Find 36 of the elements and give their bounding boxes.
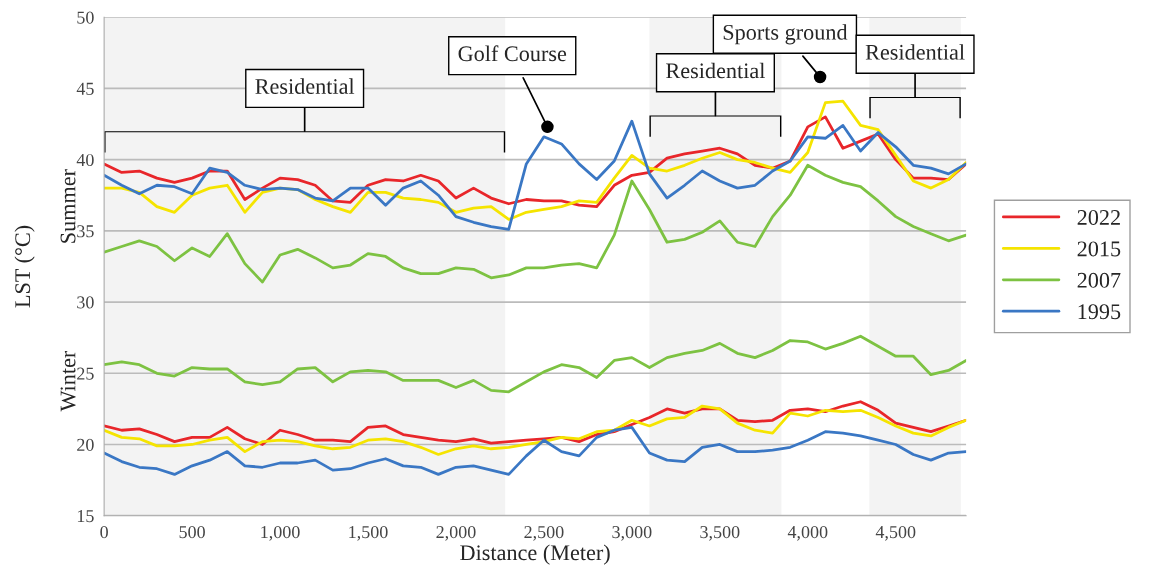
- y-tick-label: 50: [77, 11, 94, 24]
- x-tick-label: 4,500: [875, 525, 916, 541]
- x-tick-label: 3,500: [700, 525, 740, 541]
- x-tick-label: 2,500: [524, 525, 564, 541]
- x-tick-label: 1,500: [349, 525, 388, 541]
- text: Winter: [60, 350, 76, 412]
- line-series: [104, 163, 967, 284]
- x-axis-title: Distance (Meter): [460, 544, 610, 565]
- legend-label: 2022: [1077, 209, 1120, 225]
- text: Summer: [60, 169, 76, 243]
- y-tick-label: 35: [77, 225, 94, 238]
- line-series: [104, 119, 967, 231]
- line-series: [104, 334, 967, 394]
- annotation: Golf Course: [458, 45, 567, 62]
- y-tick-label: 40: [76, 153, 94, 167]
- band-label: Residential: [865, 44, 965, 60]
- y-tick-label: 15: [77, 510, 94, 523]
- x-tick-label: 1,000: [261, 525, 300, 541]
- x-tick-label: 2,000: [436, 525, 476, 541]
- x-tick-label: 3,000: [612, 525, 652, 541]
- legend-label: 2007: [1077, 272, 1121, 288]
- y-tick-label: 20: [77, 438, 94, 451]
- line-series: [104, 426, 967, 476]
- y-tick-label: 30: [77, 296, 94, 309]
- legend-label: 1995: [1078, 304, 1121, 320]
- legend-label: 2015: [1077, 241, 1121, 257]
- x-tick-label: 500: [179, 525, 205, 539]
- band-label: Residential: [666, 62, 765, 79]
- y-axis-title: LST (°C): [14, 225, 35, 308]
- y-tick-label: 45: [76, 82, 94, 95]
- y-tick-label: 25: [77, 367, 94, 380]
- line-series: [104, 404, 967, 456]
- annotation: Sports ground: [723, 24, 848, 45]
- x-tick-label: 4,000: [787, 525, 828, 541]
- band-label: Residential: [255, 78, 355, 94]
- x-tick-label: 0: [100, 525, 108, 539]
